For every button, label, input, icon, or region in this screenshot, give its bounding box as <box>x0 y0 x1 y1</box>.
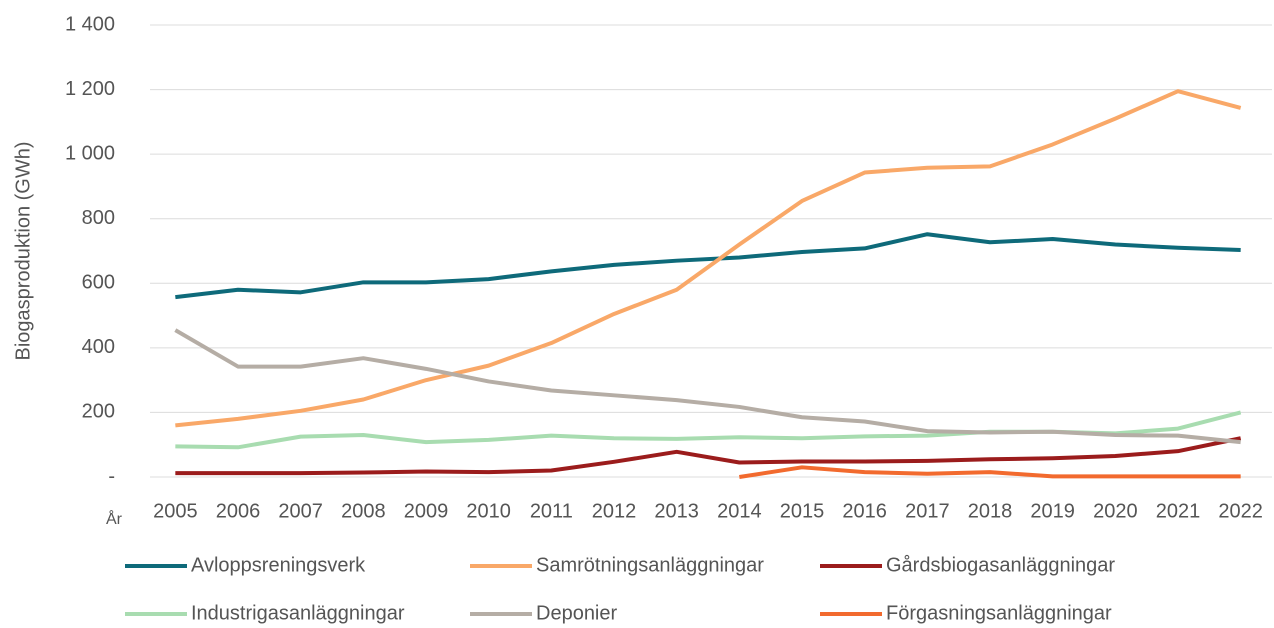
x-tick-label: 2017 <box>905 500 950 522</box>
x-tick-label: 2021 <box>1156 500 1201 522</box>
x-tick-label: 2007 <box>278 500 323 522</box>
x-tick-label: 2008 <box>341 500 386 522</box>
legend-label: Industrigasanläggningar <box>191 602 405 624</box>
x-tick-label: 2016 <box>842 500 887 522</box>
series-line <box>175 89 1242 428</box>
x-tick-label: 2018 <box>968 500 1013 522</box>
series-line <box>175 436 1242 476</box>
y-tick-label: 200 <box>82 401 115 423</box>
y-tick-label: 1 400 <box>65 13 115 35</box>
x-tick-label: 2020 <box>1093 500 1138 522</box>
x-tick-label: 2014 <box>717 500 762 522</box>
x-tick-label: 2009 <box>404 500 449 522</box>
legend-label: Deponier <box>536 602 618 624</box>
y-tick-label: 1 000 <box>65 142 115 164</box>
legend-label: Gårdsbiogasanläggningar <box>886 554 1115 576</box>
x-tick-label: 2011 <box>530 500 573 522</box>
legend-label: Avloppsreningsverk <box>191 554 366 576</box>
y-tick-label: 1 200 <box>65 78 115 100</box>
series-line <box>739 465 1241 479</box>
x-tick-label: 2006 <box>216 500 261 522</box>
y-tick-label: 800 <box>82 207 115 229</box>
x-axis-label: År <box>106 509 123 528</box>
x-tick-label: 2019 <box>1030 500 1075 522</box>
legend-label: Samrötningsanläggningar <box>536 554 764 576</box>
series-line <box>174 328 1241 445</box>
x-tick-label: 2005 <box>153 500 198 522</box>
series-line <box>175 410 1242 450</box>
y-tick-label: - <box>108 465 115 487</box>
series-line <box>175 232 1241 300</box>
x-tick-label: 2012 <box>592 500 637 522</box>
x-tick-label: 2022 <box>1218 500 1263 522</box>
x-tick-label: 2013 <box>654 500 699 522</box>
y-axis-label: Biogasproduktion (GWh) <box>12 142 34 361</box>
x-tick-label: 2010 <box>466 500 511 522</box>
x-tick-label: 2015 <box>780 500 825 522</box>
y-tick-label: 600 <box>82 272 115 294</box>
y-tick-label: 400 <box>82 336 115 358</box>
legend-label: Förgasningsanläggningar <box>886 602 1112 624</box>
